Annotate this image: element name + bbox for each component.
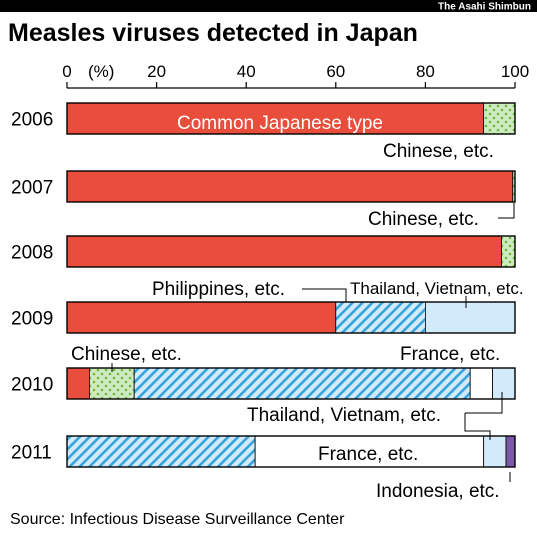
bar-segment bbox=[424, 301, 516, 334]
x-tick-label: 0 bbox=[62, 62, 71, 81]
year-label: 2008 bbox=[11, 243, 53, 264]
bar-segment bbox=[335, 301, 426, 334]
label-thai-viet-2009: Thailand, Vietnam, etc. bbox=[350, 279, 524, 298]
x-tick-label: 40 bbox=[237, 62, 256, 81]
bar-segment bbox=[66, 170, 514, 203]
label-indonesia-2011: Indonesia, etc. bbox=[376, 481, 500, 502]
label-chinese-2006: Chinese, etc. bbox=[383, 141, 494, 162]
x-tick-label: 80 bbox=[416, 62, 435, 81]
label-common-japanese: Common Japanese type bbox=[177, 113, 383, 134]
bar-outline bbox=[66, 170, 516, 203]
bar-segment bbox=[501, 235, 516, 268]
bar-segment bbox=[133, 367, 471, 400]
bar-outline bbox=[66, 235, 516, 268]
bar-segment bbox=[492, 367, 516, 400]
leader-philippines-2009 bbox=[302, 288, 347, 302]
leader-thai-viet-2010 bbox=[465, 392, 503, 414]
bar-segment bbox=[483, 102, 516, 135]
x-axis: 0 20 40 60 80 100 bbox=[62, 62, 529, 89]
bar-outline bbox=[66, 435, 516, 468]
x-tick-label: 100 bbox=[501, 62, 529, 81]
credit-text: The Asahi Shimbun bbox=[438, 2, 531, 13]
x-axis-unit: (%) bbox=[88, 62, 114, 81]
bar-segment bbox=[66, 367, 90, 400]
bar-segment bbox=[254, 435, 485, 468]
bar-segment bbox=[66, 435, 256, 468]
leader-chinese-2007 bbox=[498, 203, 515, 219]
label-chinese-2007: Chinese, etc. bbox=[368, 209, 479, 230]
x-tick-label: 60 bbox=[326, 62, 345, 81]
year-label: 2011 bbox=[11, 443, 52, 464]
year-label: 2007 bbox=[11, 178, 53, 199]
annotations-group: Common Japanese type Chinese, etc. Chine… bbox=[71, 113, 524, 502]
bar-segment bbox=[66, 235, 502, 268]
label-chinese-2010: Chinese, etc. bbox=[71, 344, 182, 365]
label-philippines-2009: Philippines, etc. bbox=[152, 279, 285, 300]
header-band bbox=[0, 0, 537, 12]
year-label: 2006 bbox=[11, 110, 53, 131]
bar-segment bbox=[469, 367, 494, 400]
bars-group: 2006 2007 2008 2009 2010 2011 bbox=[11, 102, 516, 468]
bar-outline bbox=[66, 301, 516, 334]
label-france-2011: France, etc. bbox=[318, 444, 418, 465]
bar-segment bbox=[505, 435, 516, 468]
x-tick-label: 20 bbox=[147, 62, 166, 81]
bar-outline bbox=[66, 102, 516, 135]
label-france-2010: France, etc. bbox=[400, 344, 500, 365]
label-thai-viet-2010: Thailand, Vietnam, etc. bbox=[247, 405, 441, 426]
year-label: 2009 bbox=[11, 309, 53, 330]
chart-title: Measles viruses detected in Japan bbox=[8, 19, 418, 47]
year-label: 2010 bbox=[11, 375, 53, 396]
source-note: Source: Infectious Disease Surveillance … bbox=[10, 511, 345, 528]
bar-segment bbox=[483, 435, 507, 468]
bar-segment bbox=[66, 301, 337, 334]
bar-segment bbox=[89, 367, 135, 400]
leader-thai-viet-2011 bbox=[464, 413, 491, 440]
bar-outline bbox=[66, 367, 516, 400]
